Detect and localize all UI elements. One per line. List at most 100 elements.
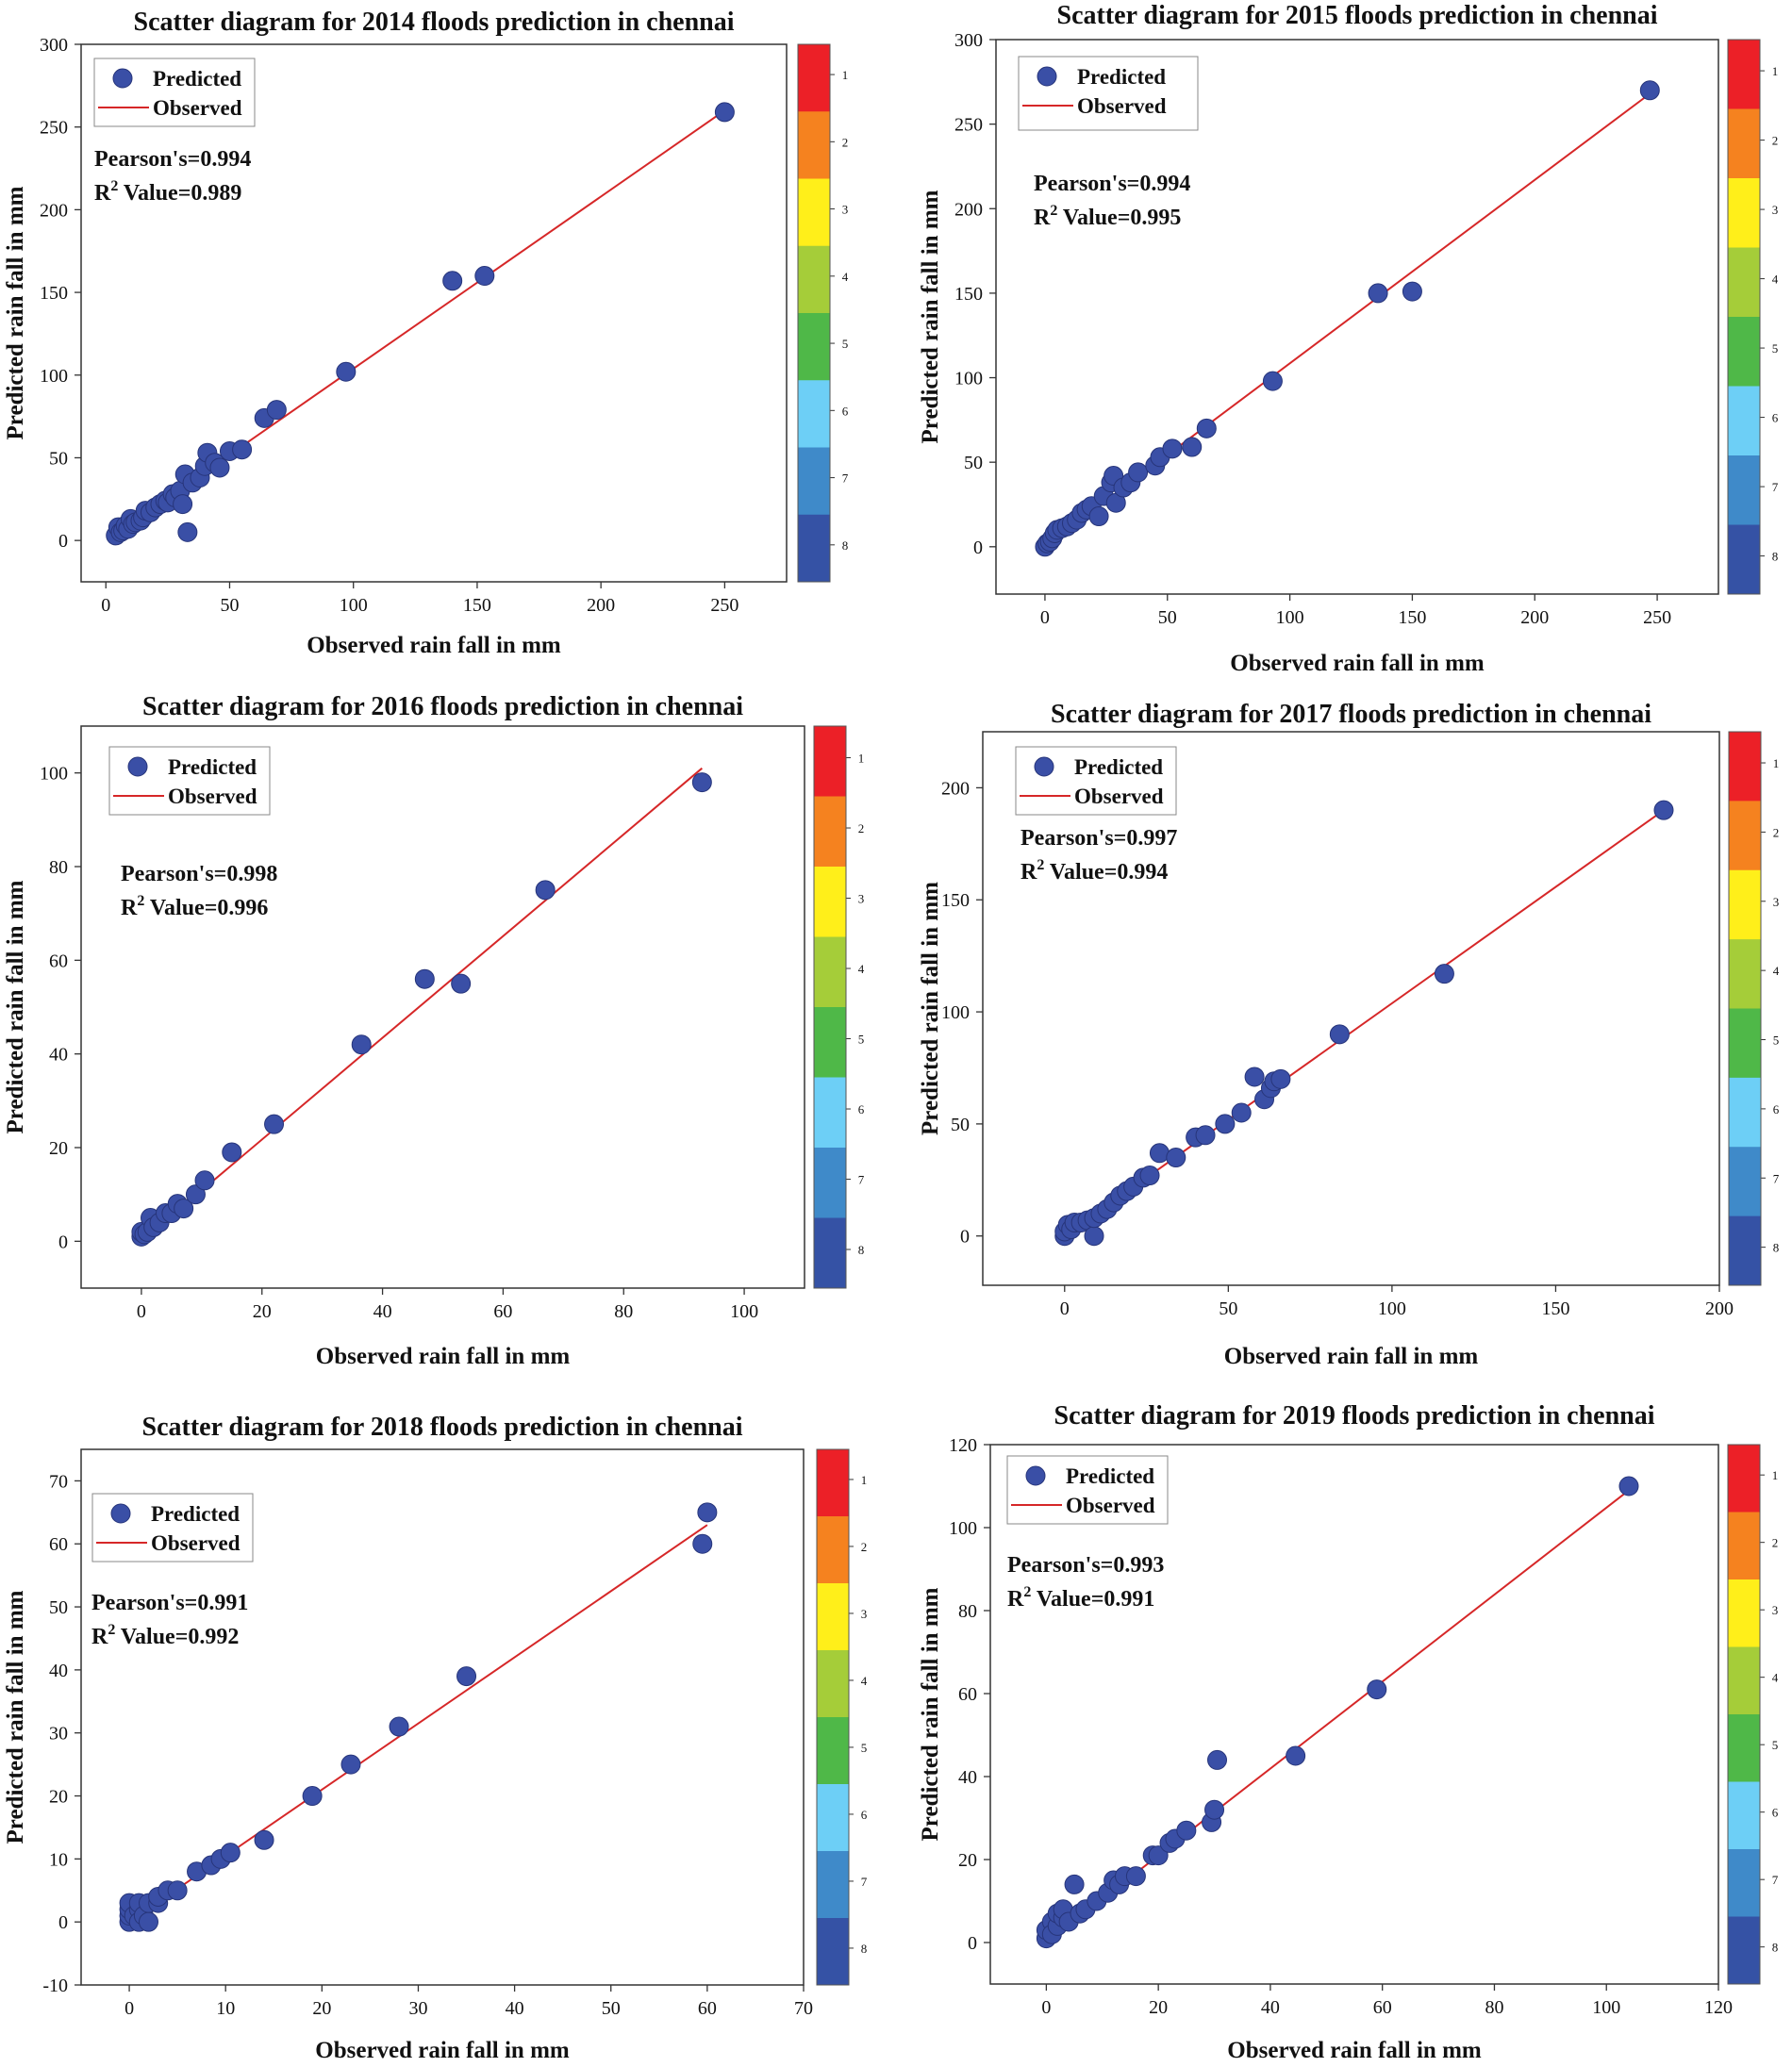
colorbar-segment (798, 313, 830, 381)
y-tick-label: 20 (49, 1787, 68, 1808)
x-axis-label: Observed rain fall in mm (1224, 1344, 1479, 1369)
r2-superscript: 2 (1050, 203, 1057, 219)
colorbar-segment (798, 245, 830, 314)
y-tick-label: 300 (40, 35, 68, 56)
x-tick-label: 0 (124, 1998, 134, 2019)
predicted-point (232, 439, 253, 460)
predicted-point (209, 457, 230, 478)
y-tick-label: 150 (941, 890, 970, 911)
legend: Predicted Observed (93, 58, 256, 127)
colorbar-label: 1 (1772, 1468, 1779, 1482)
colorbar-label: 8 (1773, 1241, 1780, 1255)
x-tick-label: 40 (1261, 1997, 1280, 2018)
chart-panel-3: Scatter diagram for 2016 floods predicti… (3, 692, 865, 1369)
colorbar-segment (798, 380, 830, 448)
y-tick-label: 50 (49, 448, 68, 469)
x-axis-label: Observed rain fall in mm (307, 633, 561, 658)
colorbar-label: 4 (1772, 1671, 1779, 1685)
x-tick-label: 100 (1592, 1997, 1620, 2018)
chart-title: Scatter diagram for 2019 floods predicti… (1054, 1401, 1655, 1430)
colorbar: 1 2 3 4 5 6 7 8 (1727, 39, 1779, 595)
colorbar-segment (1728, 1714, 1760, 1782)
y-tick-label: 250 (954, 115, 983, 136)
predicted-point (1088, 506, 1109, 527)
x-tick-label: 150 (463, 595, 491, 616)
colorbar-segment (1728, 1445, 1760, 1513)
x-tick-label: 10 (216, 1998, 235, 2019)
predicted-point (692, 1533, 713, 1554)
colorbar-label: 8 (1772, 1941, 1779, 1955)
y-tick-label: 80 (49, 857, 68, 878)
chart-panel-6: Scatter diagram for 2019 floods predicti… (918, 1401, 1779, 2063)
colorbar-segment (1729, 1077, 1761, 1148)
colorbar-segment (1728, 386, 1760, 456)
colorbar-segment (1728, 247, 1760, 318)
colorbar-frame (797, 43, 831, 583)
colorbar-label: 3 (1772, 203, 1779, 217)
x-tick-label: 0 (1060, 1298, 1070, 1319)
predicted-point (1639, 80, 1660, 101)
x-tick-label: 50 (220, 595, 239, 616)
y-tick-label: 100 (40, 764, 68, 785)
colorbar-segment (1729, 869, 1761, 940)
x-tick-label: 40 (373, 1301, 392, 1322)
x-axis-label: Observed rain fall in mm (1227, 2038, 1482, 2063)
r2-base: R (1007, 1587, 1024, 1612)
colorbar-frame (1727, 1444, 1761, 1985)
y-tick-label: 40 (49, 1045, 68, 1066)
predicted-point (456, 1666, 477, 1687)
predicted-point (167, 1880, 188, 1901)
pearson-label: Pearson's=0.994 (94, 147, 251, 172)
legend-label-predicted: Predicted (1066, 1464, 1154, 1488)
legend-marker-predicted (1025, 1465, 1046, 1486)
colorbar-segment (1729, 732, 1761, 802)
legend-label-predicted: Predicted (151, 1502, 240, 1526)
colorbar-segment (1728, 1646, 1760, 1715)
colorbar-segment (1728, 1781, 1760, 1850)
chart-title: Scatter diagram for 2015 floods predicti… (1057, 1, 1658, 30)
colorbar-segment (1728, 1512, 1760, 1580)
r2-label: R2 Value=0.996 (121, 893, 268, 920)
legend-marker-predicted (110, 1503, 131, 1524)
predicted-point (1207, 1749, 1228, 1770)
colorbar-frame (813, 725, 847, 1289)
predicted-point (138, 1911, 158, 1932)
colorbar: 1 2 3 4 5 6 7 8 (813, 725, 865, 1289)
colorbar-frame (1728, 731, 1762, 1286)
colorbar-segment (1728, 455, 1760, 525)
colorbar-label: 2 (1772, 134, 1779, 148)
r2-superscript: 2 (108, 1622, 115, 1638)
x-tick-label: 30 (408, 1998, 427, 2019)
predicted-point (1231, 1102, 1252, 1123)
plot-frame (80, 43, 788, 583)
colorbar-label: 3 (1772, 1603, 1779, 1617)
r2-label: R2 Value=0.994 (1020, 857, 1168, 885)
colorbar-label: 2 (861, 1540, 868, 1554)
colorbar-label: 5 (858, 1033, 865, 1047)
y-tick-label: 60 (49, 951, 68, 971)
colorbar-label: 7 (1773, 1171, 1780, 1185)
predicted-point (264, 1114, 285, 1134)
predicted-point (1139, 1166, 1160, 1186)
colorbar-segment (814, 936, 846, 1008)
predicted-point (1182, 437, 1203, 457)
predicted-point (535, 880, 556, 901)
pearson-label: Pearson's=0.998 (121, 862, 277, 886)
predicted-point (1149, 1143, 1170, 1164)
plot-frame (982, 731, 1720, 1286)
colorbar-label: 5 (1773, 1034, 1780, 1048)
x-tick-label: 60 (1373, 1997, 1392, 2018)
x-tick-label: 50 (1219, 1298, 1237, 1319)
predicted-point (254, 1829, 274, 1850)
colorbar-segment (817, 1851, 849, 1919)
colorbar-label: 1 (858, 752, 865, 766)
colorbar-label: 8 (858, 1243, 865, 1257)
y-tick-label: 0 (58, 531, 68, 552)
predicted-point (1402, 281, 1422, 302)
colorbar-label: 5 (1772, 1738, 1779, 1752)
colorbar-segment (798, 447, 830, 516)
legend-marker-predicted (112, 68, 133, 89)
plot-frame (989, 1444, 1719, 1985)
legend: Predicted Observed (108, 746, 271, 816)
y-tick-label: 20 (49, 1138, 68, 1159)
